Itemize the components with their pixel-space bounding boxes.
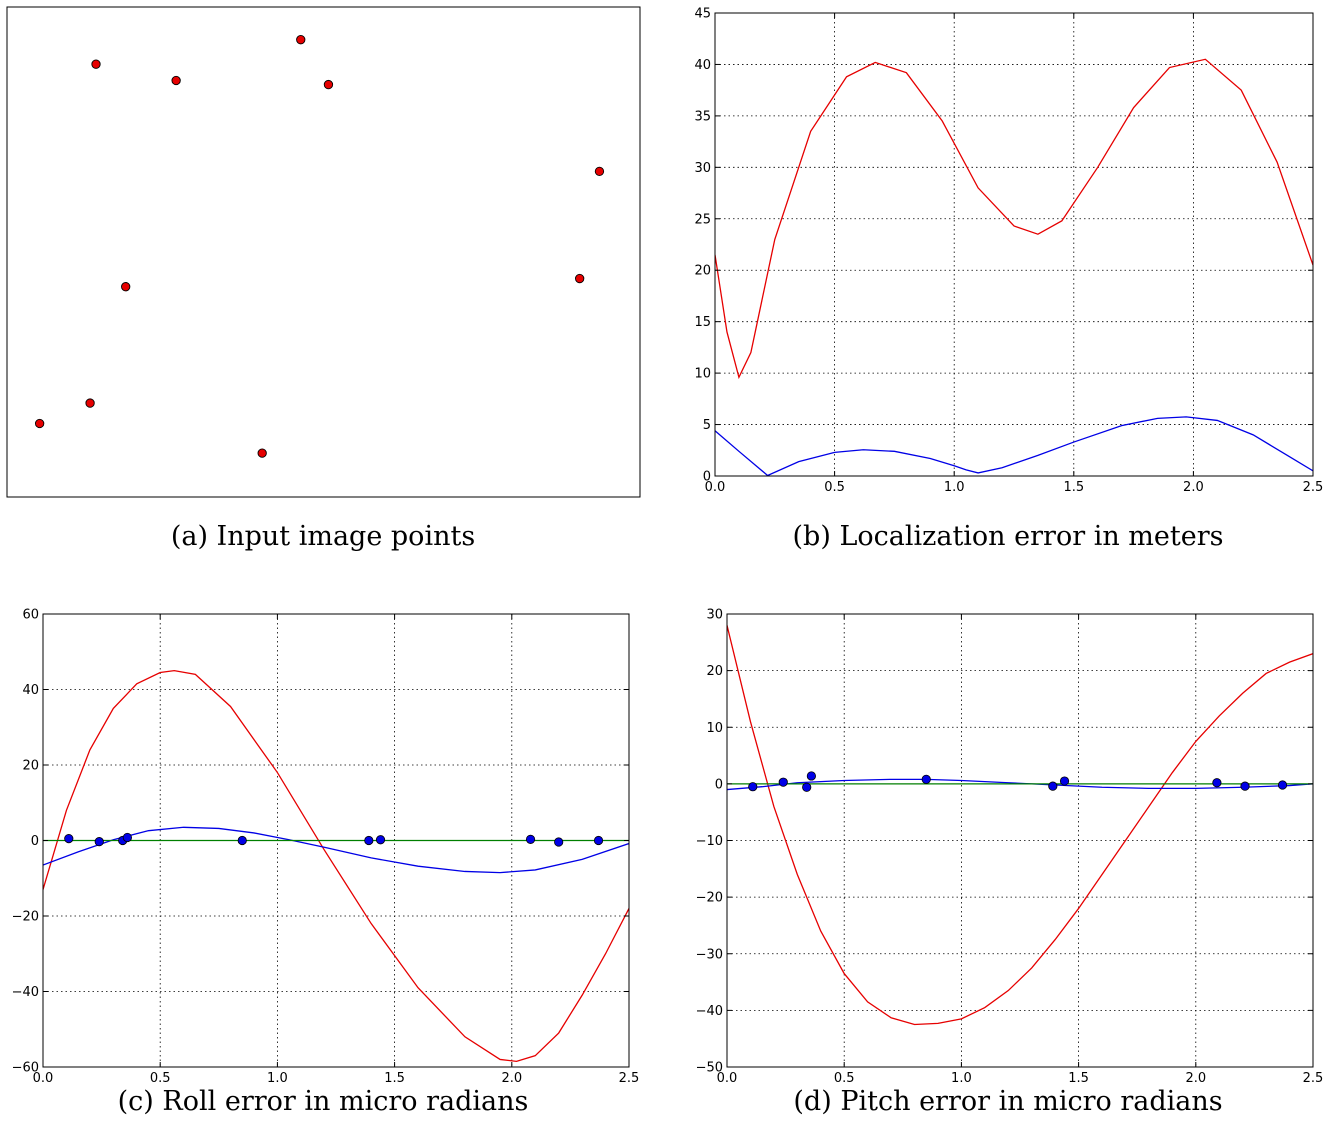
y-tick-label: 35 [694,109,711,124]
x-tick-label: 1.0 [944,480,965,495]
grid [727,614,1313,1067]
series-line-1 [715,58,1313,380]
x-tick-label: 2.5 [619,1071,640,1086]
y-tick-label: 30 [706,608,723,623]
y-tick-label: 40 [22,683,39,698]
panel-caption: (d) Pitch error in micro radians [793,1086,1222,1117]
y-tick-label: −40 [12,985,39,1000]
image-point [594,166,605,177]
series-line-2 [43,826,629,874]
x-tick-label: 1.0 [951,1071,972,1086]
image-point [34,418,45,429]
y-tick-label: 0 [703,470,711,485]
data-point [237,835,247,846]
image-point [171,75,181,86]
y-tick-label: 20 [706,664,723,679]
y-tick-label: 15 [694,315,711,330]
x-tick-label: 0.5 [834,1071,855,1086]
data-point [1277,780,1288,790]
series-line-1 [727,625,1313,1026]
image-point [575,273,585,284]
series-line-1 [43,669,629,1063]
series-line-2 [727,778,1313,791]
y-tick-label: −40 [696,1004,723,1019]
y-tick-label: 5 [703,418,711,433]
y-tick-label: −50 [696,1061,723,1076]
y-tick-label: −60 [12,1061,39,1076]
grid [715,13,1313,476]
image-point [323,79,334,90]
data-point [94,837,104,847]
panel-d: 0.0 0.5 1.0 1.5 2.0 2.5 −50 −40 −30 −20 −10 0 10 20 30… [696,608,1324,1118]
x-tick-label: 2.0 [1185,1071,1206,1086]
y-tick-label: 25 [694,212,711,227]
panel-caption: (b) Localization error in meters [793,521,1224,552]
x-tick-label: 0.0 [33,1071,54,1086]
y-tick-label: −10 [696,834,723,849]
image-point [121,282,131,292]
y-tick-label: 20 [694,264,711,279]
x-tick-label: 2.5 [1303,1071,1324,1086]
x-tick-label: 0.5 [150,1071,171,1086]
y-tick-label: 60 [22,608,39,623]
data-point [802,782,812,792]
y-tick-label: 10 [694,367,711,382]
data-point [122,832,132,843]
data-point [375,835,386,845]
data-point [921,774,931,784]
x-tick-label: 2.5 [1303,480,1324,495]
data-point [748,782,758,792]
y-tick-label: −30 [696,947,723,962]
y-tick-label: −20 [696,891,723,906]
x-tick-label: 2.0 [501,1071,522,1086]
data-point [1048,781,1058,791]
panel-caption: (c) Roll error in micro radians [118,1086,529,1117]
y-tick-label: −20 [12,910,39,925]
data-point [554,837,564,847]
data-point [525,834,536,844]
data-point [1212,778,1222,788]
y-tick-label: 0 [31,834,39,849]
x-tick-label: 0.0 [705,480,726,495]
data-point [806,771,816,781]
panel-b: 0.0 0.5 1.0 1.5 2.0 2.5 0 5 10 15 20 25 30 35 40 45 (b) … [694,7,1323,553]
x-tick-label: 1.5 [384,1071,405,1086]
y-tick-label: 30 [694,161,711,176]
image-point [91,59,101,69]
x-tick-label: 0.5 [824,480,845,495]
y-tick-label: 40 [694,58,711,73]
image-point [257,448,267,458]
panel-c: 0.0 0.5 1.0 1.5 2.0 2.5 −60 −40 −20 0 20 40 60 (c) Ro… [12,608,640,1118]
x-tick-label: 1.0 [267,1071,288,1086]
image-point [85,398,95,408]
data-point [593,835,604,846]
plot-frame [714,12,1314,477]
x-tick-label: 2.0 [1183,480,1204,495]
x-tick-label: 1.5 [1063,480,1084,495]
data-point [1059,776,1070,786]
image-point [296,35,306,45]
y-tick-label: 20 [22,759,39,774]
panel-caption: (a) Input image points [171,521,475,552]
y-tick-label: 45 [694,7,711,22]
y-tick-label: 10 [706,721,723,736]
x-tick-label: 1.5 [1068,1071,1089,1086]
data-point [64,834,74,844]
series-line-2 [715,416,1313,476]
panel-a: (a) Input image points [6,6,641,552]
y-tick-label: 0 [715,777,723,792]
data-point [1240,781,1250,791]
data-point [364,835,374,846]
plot-frame [6,6,641,498]
x-tick-label: 0.0 [717,1071,738,1086]
data-point [778,777,788,787]
